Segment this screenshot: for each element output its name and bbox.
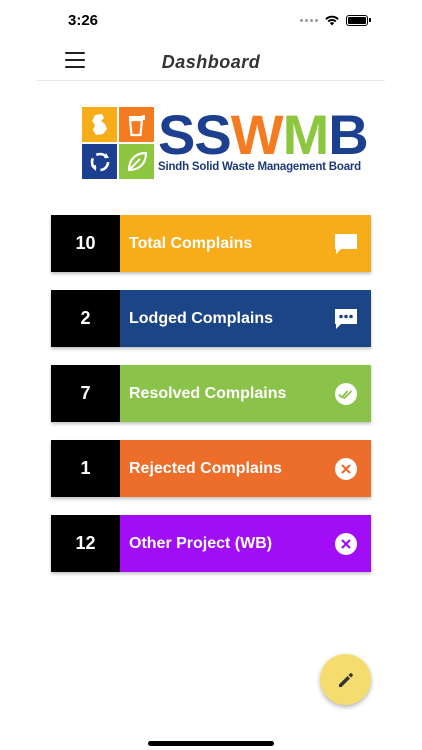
logo-letters: S S W M B [158,103,369,166]
logo-letter: B [328,103,368,166]
map-tile-icon [82,107,117,142]
card-count: 12 [51,515,120,572]
chat-bubble-icon [333,231,359,257]
card-label: Resolved Complains [129,384,287,402]
close-circle-icon [333,456,359,482]
other-project-card[interactable]: 12 Other Project (WB) [51,515,371,572]
logo-letter: S [158,103,195,166]
bin-tile-icon [119,107,154,142]
card-label: Total Complains [129,234,253,252]
card-label: Rejected Complains [129,459,282,477]
rejected-complains-card[interactable]: 1 Rejected Complains [51,440,371,497]
double-check-icon [333,381,359,407]
battery-icon [346,14,371,26]
card-count: 10 [51,215,120,272]
card-body: Lodged Complains [120,290,371,347]
leaf-tile-icon [119,144,154,179]
close-circle-icon [333,531,359,557]
card-body: Resolved Complains [120,365,371,422]
card-label: Other Project (WB) [129,534,273,552]
complaint-cards: 10 Total Complains 2 Lodged Complains 7 … [51,215,371,590]
app-header: Dashboard [37,44,385,81]
card-body: Total Complains [120,215,371,272]
pencil-icon [338,672,353,687]
total-complains-card[interactable]: 10 Total Complains [51,215,371,272]
edit-fab-button[interactable] [320,654,371,705]
card-body: Rejected Complains [120,440,371,497]
status-time: 3:26 [68,12,99,29]
logo-letter: M [282,103,330,166]
lodged-complains-card[interactable]: 2 Lodged Complains [51,290,371,347]
hamburger-menu-icon[interactable] [65,52,85,68]
recycle-tile-icon [82,144,117,179]
logo-tiles [82,107,154,179]
card-label: Lodged Complains [129,309,273,327]
card-count: 7 [51,365,120,422]
sswmb-logo: S S W M B Sindh Solid Waste Management B… [82,107,369,179]
logo-subtitle: Sindh Solid Waste Management Board [158,161,361,173]
status-bar: 3:26 [0,0,422,44]
card-count: 1 [51,440,120,497]
logo-letter: S [194,103,231,166]
logo-letter: W [230,103,284,166]
status-icons [300,14,371,26]
card-count: 2 [51,290,120,347]
resolved-complains-card[interactable]: 7 Resolved Complains [51,365,371,422]
cellular-signal-icon [300,18,318,22]
page-title: Dashboard [161,52,261,72]
home-indicator [148,741,274,746]
card-body: Other Project (WB) [120,515,371,572]
chat-dots-icon [333,306,359,332]
wifi-icon [325,15,339,26]
logo-wordmark: S S W M B Sindh Solid Waste Management B… [158,103,369,174]
